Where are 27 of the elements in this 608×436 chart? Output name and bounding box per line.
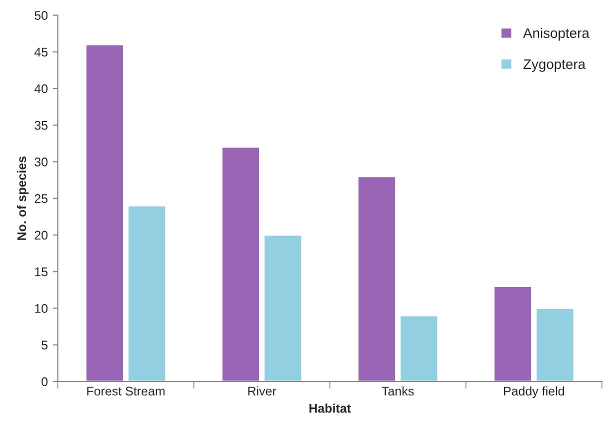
- legend-label: Anisoptera: [523, 28, 590, 41]
- x-tick-label: River: [248, 386, 276, 396]
- y-tick-label: 45: [34, 48, 48, 57]
- y-tick-label: 30: [34, 158, 48, 166]
- legend-label: Zygoptera: [523, 59, 586, 72]
- x-axis-title: Habitat: [309, 404, 351, 413]
- y-axis-title: No. of species: [16, 156, 29, 240]
- y-tick-label: 20: [34, 230, 48, 240]
- bar: [127, 205, 167, 382]
- x-tick-label: Tanks: [382, 386, 414, 396]
- bar: [221, 146, 260, 382]
- x-tick-label: Forest Stream: [87, 386, 165, 396]
- bar: [357, 176, 396, 382]
- y-tick-label: 25: [34, 194, 48, 204]
- bar: [493, 286, 532, 382]
- y-tick-label: 35: [34, 120, 48, 130]
- bar: [263, 234, 303, 382]
- y-tick-label: 5: [42, 340, 48, 350]
- y-tick-label: 0: [42, 377, 48, 386]
- bar: [399, 314, 439, 382]
- y-tick-label: 40: [34, 84, 48, 94]
- x-tick-label: Paddy field: [504, 386, 564, 398]
- y-tick-label: 15: [35, 268, 48, 276]
- bar: [535, 308, 575, 382]
- y-tick-label: 10: [35, 304, 48, 313]
- bar: [85, 44, 124, 382]
- y-tick-label: 50: [34, 11, 48, 20]
